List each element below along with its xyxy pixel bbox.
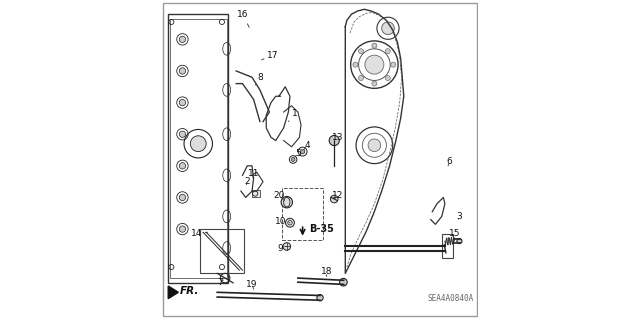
Text: 12: 12 xyxy=(332,191,343,200)
Text: 19: 19 xyxy=(246,280,258,289)
Circle shape xyxy=(190,136,206,152)
Polygon shape xyxy=(168,286,179,299)
Circle shape xyxy=(330,195,338,203)
Circle shape xyxy=(358,49,364,54)
Bar xyxy=(168,14,228,283)
Circle shape xyxy=(291,158,295,161)
Bar xyxy=(252,189,260,197)
Circle shape xyxy=(353,62,358,67)
Text: 4: 4 xyxy=(304,141,310,150)
Circle shape xyxy=(179,163,186,169)
Circle shape xyxy=(179,100,186,106)
Bar xyxy=(282,188,323,240)
Text: SEA4A0840A: SEA4A0840A xyxy=(428,294,474,303)
Circle shape xyxy=(329,136,339,145)
Text: 15: 15 xyxy=(449,229,460,238)
Circle shape xyxy=(283,243,291,250)
Circle shape xyxy=(368,139,381,152)
Text: B-35: B-35 xyxy=(309,224,334,234)
Text: 14: 14 xyxy=(191,229,208,238)
Text: 18: 18 xyxy=(321,267,332,277)
Circle shape xyxy=(381,22,394,34)
Circle shape xyxy=(285,218,294,227)
Text: 6: 6 xyxy=(447,157,452,166)
Text: 20: 20 xyxy=(273,191,285,200)
Circle shape xyxy=(365,55,384,74)
Text: 16: 16 xyxy=(237,10,249,27)
Circle shape xyxy=(179,68,186,74)
Text: 11: 11 xyxy=(248,169,259,178)
Text: 2: 2 xyxy=(244,176,250,186)
Text: 17: 17 xyxy=(262,51,278,60)
Circle shape xyxy=(179,36,186,42)
Text: 10: 10 xyxy=(275,217,290,226)
Circle shape xyxy=(281,197,292,208)
Circle shape xyxy=(372,43,377,48)
Circle shape xyxy=(385,49,390,54)
Circle shape xyxy=(385,76,390,81)
Circle shape xyxy=(340,278,347,286)
Circle shape xyxy=(179,131,186,137)
Bar xyxy=(442,234,453,257)
Circle shape xyxy=(300,149,305,154)
Text: 13: 13 xyxy=(332,133,343,142)
Circle shape xyxy=(179,194,186,201)
Circle shape xyxy=(372,81,377,86)
Circle shape xyxy=(457,239,462,244)
Text: 9: 9 xyxy=(278,243,287,253)
Text: 5: 5 xyxy=(295,149,301,158)
Text: FR.: FR. xyxy=(180,286,200,296)
Circle shape xyxy=(391,62,396,67)
Circle shape xyxy=(317,294,323,301)
Bar xyxy=(170,19,227,278)
Bar xyxy=(200,229,244,273)
Text: 7: 7 xyxy=(218,278,223,287)
Circle shape xyxy=(179,226,186,232)
Text: 3: 3 xyxy=(456,212,462,221)
Text: 1: 1 xyxy=(289,109,298,122)
Circle shape xyxy=(358,76,364,81)
Text: 8: 8 xyxy=(255,73,263,85)
